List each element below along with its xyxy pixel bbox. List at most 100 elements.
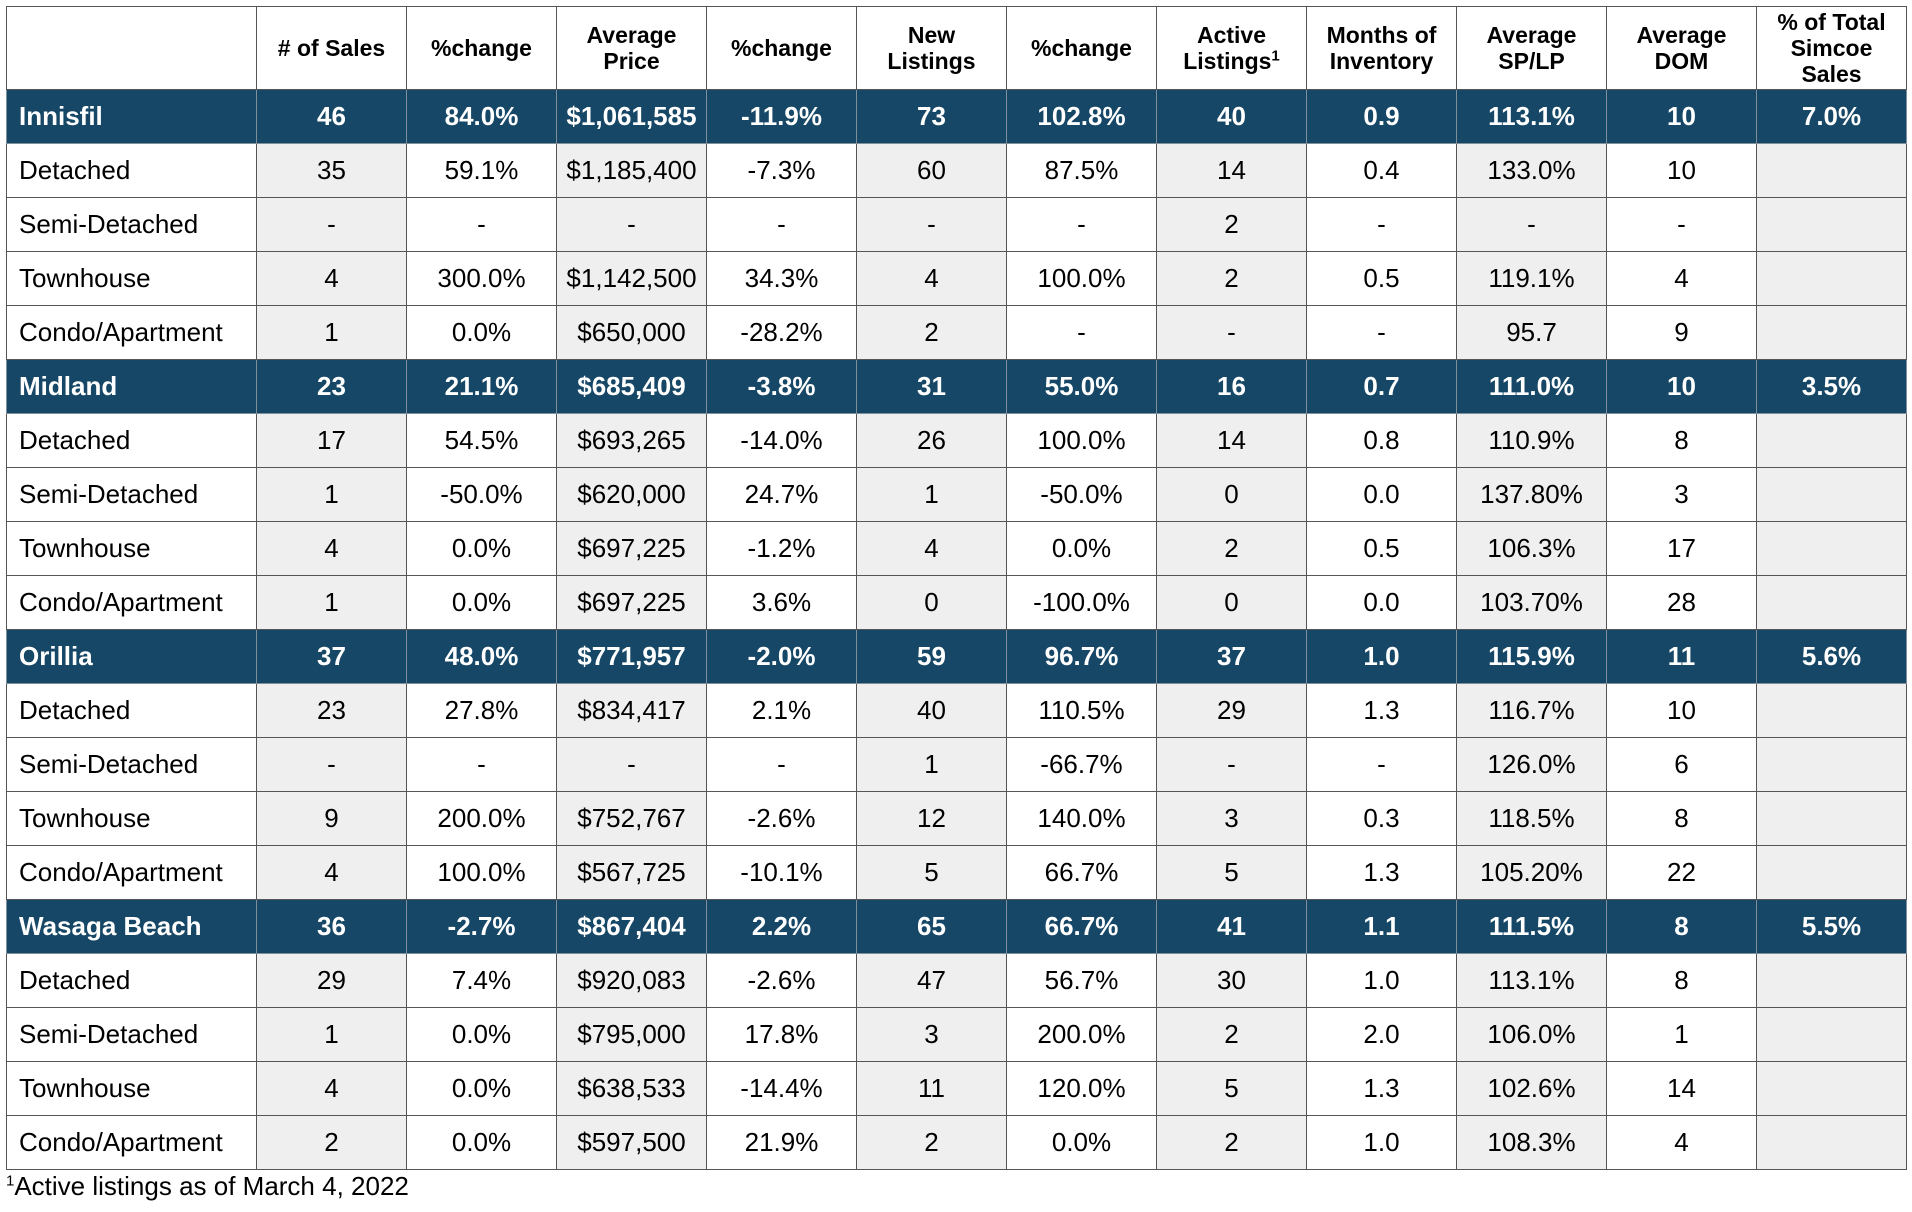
table-cell: 95.7 bbox=[1456, 305, 1607, 360]
table-cell: 137.80% bbox=[1456, 467, 1607, 522]
header-cell: Average Price bbox=[556, 6, 707, 90]
table-cell: 0.0% bbox=[406, 521, 557, 576]
header-cell: New Listings bbox=[856, 6, 1007, 90]
table-cell: 4 bbox=[256, 521, 407, 576]
property-type-cell: Condo/Apartment bbox=[6, 845, 257, 900]
region-row: Midland 23 21.1% $685,409 -3.8% 31 55.0% 16 0.7 1… bbox=[6, 359, 1907, 414]
table-cell bbox=[1756, 467, 1907, 522]
table-cell: 12 bbox=[856, 791, 1007, 846]
table-cell: 23 bbox=[256, 359, 407, 414]
table-cell: -100.0% bbox=[1006, 575, 1157, 630]
header-text: # of Sales bbox=[277, 35, 386, 61]
table-cell: - bbox=[256, 737, 407, 792]
header-cell: Active Listings1 bbox=[1156, 6, 1307, 90]
property-type-cell: Townhouse bbox=[6, 251, 257, 306]
region-name-cell: Wasaga Beach bbox=[6, 899, 257, 954]
table-cell: 102.8% bbox=[1006, 89, 1157, 144]
table-cell: - bbox=[1456, 197, 1607, 252]
table-cell: 84.0% bbox=[406, 89, 557, 144]
table-cell: -50.0% bbox=[1006, 467, 1157, 522]
table-header-row: # of Sales %change Average Price %change New L… bbox=[6, 6, 1907, 90]
table-cell: 66.7% bbox=[1006, 845, 1157, 900]
header-cell: %change bbox=[706, 6, 857, 90]
table-cell: 10 bbox=[1606, 359, 1757, 414]
table-cell: 7.0% bbox=[1756, 89, 1907, 144]
table-cell: 2 bbox=[856, 305, 1007, 360]
table-cell: 1.3 bbox=[1306, 1061, 1457, 1116]
table-cell: 56.7% bbox=[1006, 953, 1157, 1008]
table-cell: 0.0% bbox=[1006, 521, 1157, 576]
header-text: DOM bbox=[1654, 48, 1709, 74]
table-cell: 120.0% bbox=[1006, 1061, 1157, 1116]
table-cell: 0.5 bbox=[1306, 251, 1457, 306]
table-cell: 2.2% bbox=[706, 899, 857, 954]
property-type-cell: Townhouse bbox=[6, 1061, 257, 1116]
table-cell: 59 bbox=[856, 629, 1007, 684]
table-cell: 1 bbox=[856, 737, 1007, 792]
table-cell: 2 bbox=[1156, 251, 1307, 306]
table-cell: - bbox=[1606, 197, 1757, 252]
table-cell: 0.0% bbox=[406, 1061, 557, 1116]
table-cell: 10 bbox=[1606, 89, 1757, 144]
header-cell: Average SP/LP bbox=[1456, 6, 1607, 90]
table-cell: 0.5 bbox=[1306, 521, 1457, 576]
table-cell: 0.0% bbox=[406, 575, 557, 630]
table-cell: -14.0% bbox=[706, 413, 857, 468]
table-cell: 0.0 bbox=[1306, 467, 1457, 522]
table-cell: - bbox=[556, 197, 707, 252]
table-cell: 4 bbox=[1606, 251, 1757, 306]
table-cell: 9 bbox=[1606, 305, 1757, 360]
table-cell: 2 bbox=[256, 1115, 407, 1170]
region-row: Innisfil 46 84.0% $1,061,585 -11.9% 73 102.8% 4… bbox=[6, 89, 1907, 144]
table-cell: -2.0% bbox=[706, 629, 857, 684]
table-cell: - bbox=[406, 197, 557, 252]
table-cell: 26 bbox=[856, 413, 1007, 468]
table-cell: 0.0% bbox=[406, 305, 557, 360]
region-name-cell: Orillia bbox=[6, 629, 257, 684]
property-type-row: Semi-Detached - - - - - -2- - - bbox=[6, 197, 1907, 252]
table-cell: 40 bbox=[856, 683, 1007, 738]
table-cell: -14.4% bbox=[706, 1061, 857, 1116]
property-type-row: Detached 29 7.4% $920,083 -2.6% 47 56.7% 30 1.0 1… bbox=[6, 953, 1907, 1008]
table-cell: 1 bbox=[1606, 1007, 1757, 1062]
table-cell: -2.7% bbox=[406, 899, 557, 954]
table-cell: 1.0 bbox=[1306, 953, 1457, 1008]
header-text: %change bbox=[431, 35, 532, 61]
market-stats-report: # of Sales %change Average Price %change New L… bbox=[6, 6, 1907, 1202]
property-type-row: Condo/Apartment 4 100.0% $567,725 -10.1% 5 66.… bbox=[6, 845, 1907, 900]
header-text: Average bbox=[586, 22, 677, 48]
table-cell: 140.0% bbox=[1006, 791, 1157, 846]
header-text: Active bbox=[1196, 22, 1267, 48]
table-cell: 1 bbox=[256, 575, 407, 630]
table-cell: 126.0% bbox=[1456, 737, 1607, 792]
table-cell: 133.0% bbox=[1456, 143, 1607, 198]
table-cell: 111.0% bbox=[1456, 359, 1607, 414]
table-cell: 3 bbox=[1606, 467, 1757, 522]
table-cell: $697,225 bbox=[556, 521, 707, 576]
table-cell: 28 bbox=[1606, 575, 1757, 630]
property-type-row: Detached 23 27.8% $834,417 2.1% 40 110.5% 29 1.3… bbox=[6, 683, 1907, 738]
table-cell: 4 bbox=[256, 1061, 407, 1116]
table-cell: -50.0% bbox=[406, 467, 557, 522]
table-cell: 3 bbox=[1156, 791, 1307, 846]
table-cell: 116.7% bbox=[1456, 683, 1607, 738]
header-text: Sales bbox=[1801, 61, 1862, 87]
table-cell: $795,000 bbox=[556, 1007, 707, 1062]
table-cell: 1 bbox=[256, 305, 407, 360]
table-cell: 87.5% bbox=[1006, 143, 1157, 198]
table-cell: 96.7% bbox=[1006, 629, 1157, 684]
table-cell: 8 bbox=[1606, 953, 1757, 1008]
table-cell: $867,404 bbox=[556, 899, 707, 954]
table-cell: 0.8 bbox=[1306, 413, 1457, 468]
table-cell: 0.7 bbox=[1306, 359, 1457, 414]
header-cell: # of Sales bbox=[256, 6, 407, 90]
table-cell: -7.3% bbox=[706, 143, 857, 198]
table-cell: 14 bbox=[1156, 413, 1307, 468]
table-cell: $834,417 bbox=[556, 683, 707, 738]
region-row: Wasaga Beach 36 -2.7% $867,404 2.2% 65 66.7% 41… bbox=[6, 899, 1907, 954]
header-text: New bbox=[907, 22, 956, 48]
table-cell: 48.0% bbox=[406, 629, 557, 684]
table-cell: 110.5% bbox=[1006, 683, 1157, 738]
table-cell: -11.9% bbox=[706, 89, 857, 144]
table-cell: 36 bbox=[256, 899, 407, 954]
